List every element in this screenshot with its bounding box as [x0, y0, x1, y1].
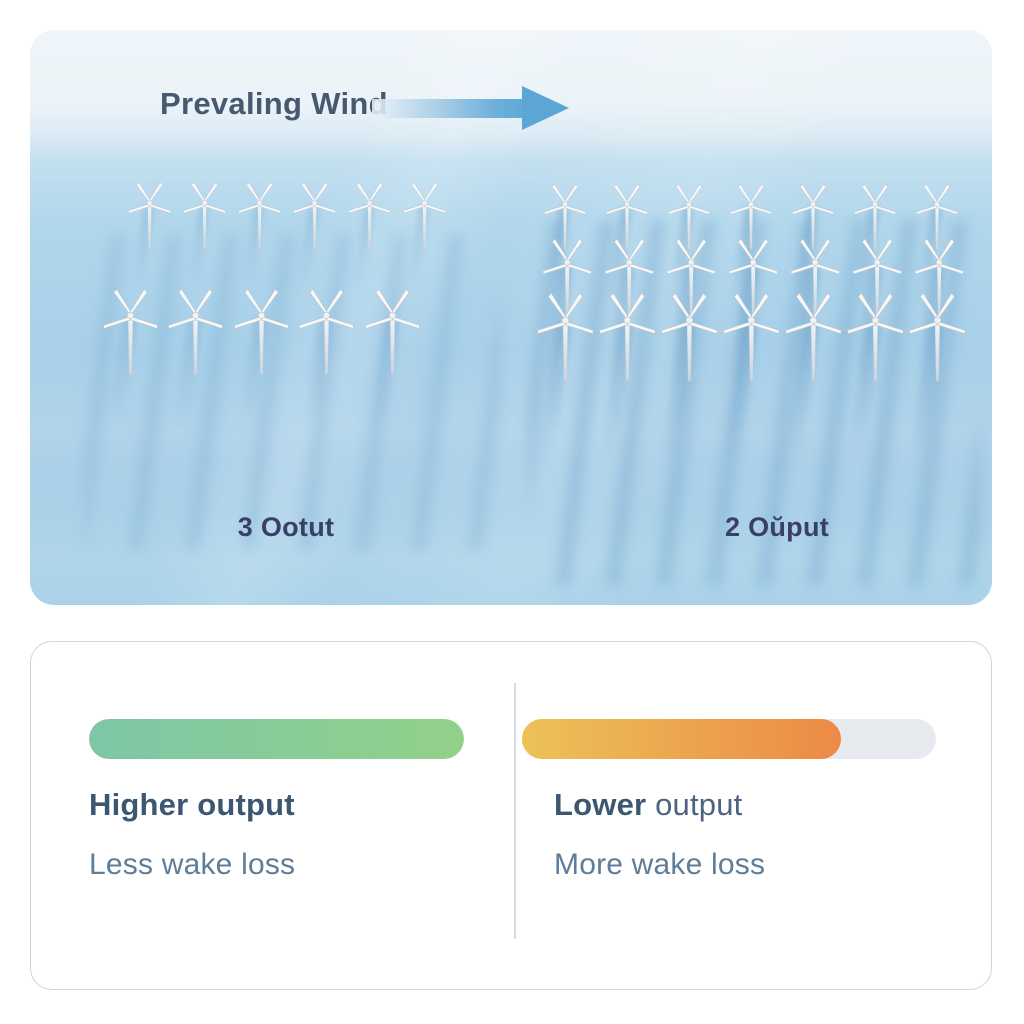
- lower-output-title-rest: output: [646, 787, 743, 822]
- lower-output-title: Lower output: [554, 787, 743, 823]
- lower-output-bar-track: [522, 719, 936, 759]
- higher-output-bar-track: [89, 719, 464, 759]
- output-comparison-card: Higher output Less wake loss Lower outpu…: [30, 641, 992, 990]
- wind-direction-arrow: [372, 86, 572, 130]
- wind-arrow-head-icon: [522, 86, 569, 130]
- wind-farm-scene-panel: Prevaling Wind 3 Ootut 2 Oŭput: [30, 30, 992, 605]
- higher-output-bar-fill: [89, 719, 464, 759]
- higher-output-subtitle: Less wake loss: [89, 848, 296, 881]
- wind-arrow-shaft: [372, 99, 524, 118]
- lower-output-bar-fill: [522, 719, 841, 759]
- left-farm-output-label: 3 Ootut: [237, 512, 335, 542]
- higher-output-title: Higher output: [89, 787, 295, 822]
- lower-output-title-bold: Lower: [554, 787, 647, 822]
- prevailing-wind-label: Prevaling Wind: [160, 86, 388, 121]
- lower-output-subtitle: More wake loss: [554, 848, 766, 881]
- vertical-divider: [514, 683, 516, 939]
- right-farm-output-label: 2 Oŭput: [724, 512, 830, 542]
- left-farm-wake-field: [85, 235, 500, 550]
